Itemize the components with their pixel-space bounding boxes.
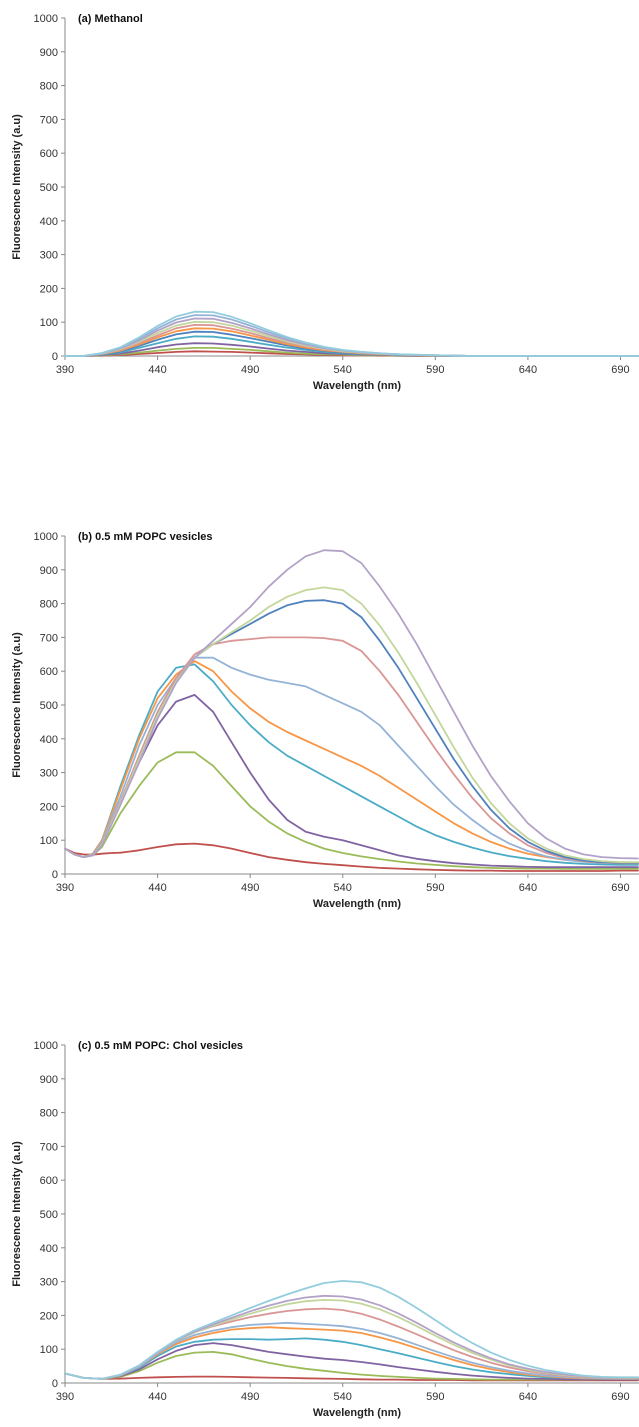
x-tick-label: 690	[611, 1391, 629, 1403]
chart-panel-popc: 0 100 200 300 400 500 600 700 800 900 1000 390 440 49…	[0, 518, 639, 918]
x-tick-label: 690	[611, 364, 629, 376]
y-tick-label: 200	[40, 283, 58, 295]
y-tick-label: 600	[40, 1175, 58, 1187]
y-tick-label: 800	[40, 81, 58, 93]
y-tick-label: 100	[40, 1344, 58, 1356]
y-tick-label: 0	[52, 1378, 58, 1390]
y-tick-label: 300	[40, 768, 58, 780]
y-tick-label: 800	[40, 1108, 58, 1120]
series-line-9	[64, 549, 639, 860]
y-tick-label: 600	[40, 666, 58, 678]
chart-title: (a) Methanol	[78, 13, 143, 25]
x-tick-label: 540	[334, 1391, 352, 1403]
y-tick-label: 1000	[34, 1040, 58, 1052]
x-tick-label: 490	[241, 1391, 259, 1403]
chart-svg-popc-chol: 0 100 200 300 400 500 600 700 800 900 1000 390 440 49…	[11, 1040, 639, 1419]
series-line-3	[64, 1337, 639, 1380]
y-tick-label: 400	[40, 734, 58, 746]
series-line-3	[64, 663, 639, 866]
x-tick-label: 540	[334, 882, 352, 894]
x-axis-title: Wavelength (nm)	[313, 380, 402, 392]
chart-svg-methanol: 0 100 200 300 400 500 600 700 800 900 1000 390 440 49…	[11, 13, 639, 392]
y-tick-label: 500	[40, 700, 58, 712]
x-tick-label: 540	[334, 364, 352, 376]
y-tick-label: 600	[40, 148, 58, 160]
series-line-8	[64, 586, 639, 864]
y-tick-label: 500	[40, 1209, 58, 1221]
y-tick-label: 1000	[34, 13, 58, 25]
chart-svg-popc: 0 100 200 300 400 500 600 700 800 900 1000 390 440 49…	[11, 531, 639, 910]
series-line-6	[64, 636, 639, 865]
y-tick-label: 700	[40, 114, 58, 126]
series-line-5	[64, 656, 639, 865]
y-tick-label: 800	[40, 599, 58, 611]
x-tick-label: 640	[519, 1391, 537, 1403]
x-tick-label: 640	[519, 364, 537, 376]
x-tick-label: 490	[241, 882, 259, 894]
series-line-9	[64, 1279, 639, 1380]
series-group	[64, 310, 639, 357]
series-line-1	[64, 751, 639, 870]
x-axis-title: Wavelength (nm)	[313, 898, 402, 910]
x-tick-label: 490	[241, 364, 259, 376]
x-tick-label: 390	[56, 364, 74, 376]
y-axis-title: Fluorescence Intensity (a.u)	[11, 632, 23, 778]
chart-title: (b) 0.5 mM POPC vesicles	[78, 531, 213, 543]
y-axis-title: Fluorescence Intensity (a.u)	[11, 114, 23, 260]
y-tick-label: 400	[40, 216, 58, 228]
x-tick-label: 590	[426, 1391, 444, 1403]
x-tick-label: 390	[56, 1391, 74, 1403]
y-tick-label: 0	[52, 351, 58, 363]
x-tick-label: 690	[611, 882, 629, 894]
y-tick-label: 300	[40, 250, 58, 262]
y-tick-label: 900	[40, 47, 58, 59]
x-tick-label: 390	[56, 882, 74, 894]
y-tick-label: 700	[40, 1141, 58, 1153]
y-tick-label: 700	[40, 632, 58, 644]
series-group	[64, 549, 639, 872]
x-tick-label: 590	[426, 364, 444, 376]
y-tick-label: 100	[40, 317, 58, 329]
y-tick-label: 200	[40, 801, 58, 813]
y-tick-label: 500	[40, 182, 58, 194]
series-line-4	[64, 660, 639, 865]
y-axis-title: Fluorescence Intensity (a.u)	[11, 1141, 23, 1287]
y-tick-label: 900	[40, 1074, 58, 1086]
x-tick-label: 640	[519, 882, 537, 894]
y-tick-label: 0	[52, 869, 58, 881]
x-tick-label: 440	[148, 1391, 166, 1403]
series-line-2	[64, 1342, 639, 1381]
chart-title: (c) 0.5 mM POPC: Chol vesicles	[78, 1040, 243, 1052]
x-tick-label: 440	[148, 882, 166, 894]
chart-panel-popc-chol: 0 100 200 300 400 500 600 700 800 900 1000 390 440 49…	[0, 1027, 639, 1427]
series-line-0	[64, 842, 639, 872]
y-tick-label: 100	[40, 835, 58, 847]
x-tick-label: 440	[148, 364, 166, 376]
series-group	[64, 1279, 639, 1382]
x-axis-title: Wavelength (nm)	[313, 1407, 402, 1419]
y-tick-label: 400	[40, 1243, 58, 1255]
y-tick-label: 900	[40, 565, 58, 577]
series-line-10	[64, 310, 639, 357]
y-tick-label: 300	[40, 1277, 58, 1289]
y-tick-label: 1000	[34, 531, 58, 543]
x-tick-label: 590	[426, 882, 444, 894]
chart-panel-methanol: 0 100 200 300 400 500 600 700 800 900 1000 390 440 49…	[0, 0, 639, 400]
y-tick-label: 200	[40, 1310, 58, 1322]
